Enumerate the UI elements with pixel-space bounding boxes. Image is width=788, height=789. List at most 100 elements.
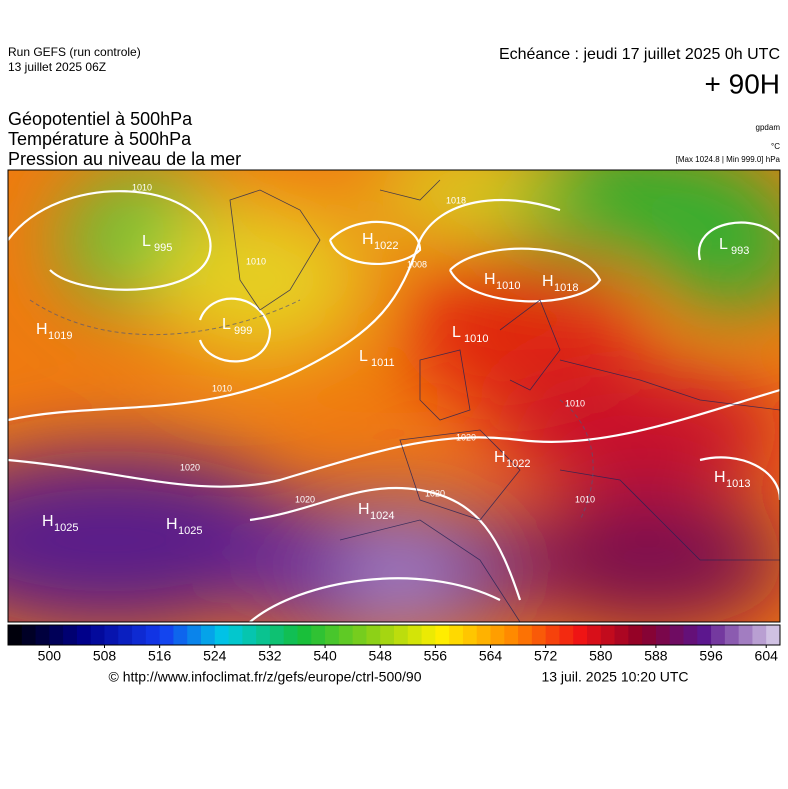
colorbar-swatch	[407, 625, 423, 645]
pressure-center-value: 1018	[554, 282, 578, 294]
colorbar-tick-label: 572	[534, 648, 558, 664]
colorbar-swatch	[256, 625, 271, 645]
colorbar-swatch	[269, 625, 285, 645]
footer-timestamp: 13 juil. 2025 10:20 UTC	[541, 669, 688, 685]
colorbar-swatch	[297, 625, 312, 645]
colorbar-tick-label: 588	[644, 648, 668, 664]
run-label: Run GEFS (run controle)	[8, 45, 141, 59]
colorbar-swatch	[435, 625, 450, 645]
colorbar-swatch	[669, 625, 684, 645]
lead-time: + 90H	[705, 68, 781, 99]
colorbar-tick-label: 532	[258, 648, 282, 664]
colorbar-swatch	[380, 625, 395, 645]
isobar-label: 1020	[425, 488, 445, 498]
pressure-center-value: 1010	[496, 280, 520, 292]
colorbar-swatch	[655, 625, 671, 645]
colorbar-swatch	[76, 625, 92, 645]
pressure-center-value: 1013	[726, 478, 750, 490]
pressure-center-kind: L	[452, 324, 461, 341]
pressure-center-value: 1025	[54, 522, 78, 534]
colorbar-tick-label: 548	[369, 648, 393, 664]
isobar-label: 1020	[180, 462, 200, 472]
colorbar-swatch	[173, 625, 188, 645]
pressure-center-kind: H	[362, 231, 374, 248]
colorbar-swatch	[352, 625, 367, 645]
colorbar-swatch	[587, 625, 602, 645]
colorbar-swatch	[214, 625, 230, 645]
pressure-center-kind: H	[494, 449, 506, 466]
isobar-label: 1020	[456, 432, 476, 442]
isobar-label: 1010	[132, 182, 152, 192]
isobar-label: 1008	[407, 259, 427, 269]
colorbar-swatch	[394, 625, 409, 645]
title: Température à 500hPa	[8, 129, 192, 149]
pressure-center-value: 1022	[374, 240, 398, 252]
colorbar-swatch	[600, 625, 616, 645]
pressure-center-value: 1011	[371, 357, 395, 369]
colorbar-swatch	[35, 625, 50, 645]
pressure-center-kind: H	[36, 321, 48, 338]
pressure-center-value: 1024	[370, 510, 394, 522]
pressure-center-kind: L	[142, 233, 151, 250]
unit-label: °C	[771, 142, 780, 151]
isobar-label: 1020	[295, 494, 315, 504]
colorbar-swatch	[490, 625, 505, 645]
pressure-center-kind: L	[359, 348, 368, 365]
isobar-label: 1010	[246, 256, 266, 266]
colorbar-swatch	[49, 625, 64, 645]
colorbar-tick-label: 524	[203, 648, 227, 664]
colorbar-tick-label: 580	[589, 648, 613, 664]
colorbar-tick-label: 540	[313, 648, 337, 664]
colorbar-tick-label: 516	[148, 648, 172, 664]
title: Géopotentiel à 500hPa	[8, 109, 193, 129]
colorbar-swatch	[8, 625, 23, 645]
title: Pression au niveau de la mer	[8, 149, 241, 169]
colorbar-swatch	[545, 625, 560, 645]
colorbar-swatch	[283, 625, 298, 645]
colorbar-swatch	[118, 625, 133, 645]
colorbar-swatch	[242, 625, 257, 645]
colorbar-swatch	[518, 625, 533, 645]
colorbar-swatch	[766, 625, 781, 645]
colorbar-tick-label: 596	[699, 648, 723, 664]
pressure-center-kind: L	[222, 316, 231, 333]
colorbar-swatch	[449, 625, 464, 645]
colorbar-swatch	[63, 625, 78, 645]
colorbar-swatch	[21, 625, 37, 645]
pressure-center-value: 1019	[48, 330, 72, 342]
colorbar-swatch	[697, 625, 712, 645]
colorbar-swatch	[311, 625, 326, 645]
pressure-center-value: 993	[731, 245, 749, 257]
colorbar-swatch	[531, 625, 547, 645]
pressure-center-value: 995	[154, 242, 172, 254]
colorbar-swatch	[614, 625, 629, 645]
map-frame	[7, 169, 781, 623]
footer-url: © http://www.infoclimat.fr/z/gefs/europe…	[108, 669, 421, 685]
colorbar-swatch	[104, 625, 119, 645]
valid-time: Echéance : jeudi 17 juillet 2025 0h UTC	[499, 46, 780, 63]
colorbar-swatch	[573, 625, 588, 645]
colorbar-tick-label: 564	[479, 648, 503, 664]
pressure-center-kind: H	[42, 513, 54, 530]
colorbar-tick-label: 604	[755, 648, 779, 664]
colorbar-swatch	[738, 625, 753, 645]
colorbar-tick-label: 556	[424, 648, 448, 664]
pressure-center-kind: H	[542, 273, 554, 290]
colorbar: 500 508 516 524 532 540 548 556 564 572 580 588 596 6…	[7, 624, 781, 664]
pressure-center-kind: H	[714, 469, 726, 486]
colorbar-swatch	[559, 625, 574, 645]
pressure-center-value: 999	[234, 325, 252, 337]
pressure-center-kind: H	[484, 271, 496, 288]
colorbar-swatch	[90, 625, 105, 645]
pressure-center-kind: H	[358, 501, 370, 518]
pressure-center-value: 1010	[464, 333, 488, 345]
unit-label: gpdam	[756, 123, 781, 132]
colorbar-swatch	[724, 625, 740, 645]
pressure-center-value: 1025	[178, 525, 202, 537]
colorbar-swatch	[366, 625, 381, 645]
colorbar-swatch	[145, 625, 161, 645]
colorbar-swatch	[338, 625, 354, 645]
isobar-label: 1010	[212, 383, 232, 393]
